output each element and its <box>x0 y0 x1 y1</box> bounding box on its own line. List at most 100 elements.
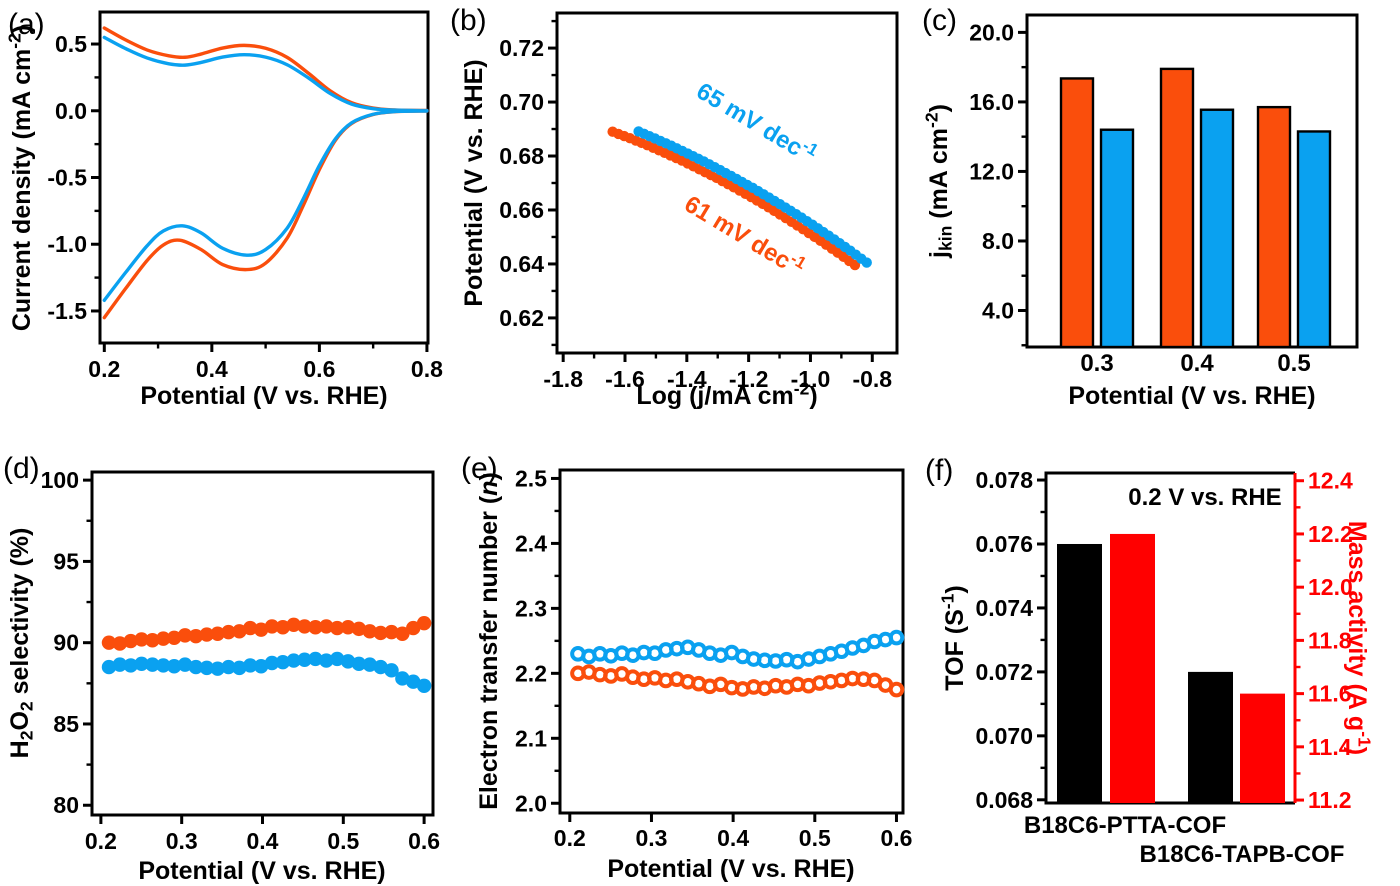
tafel-slope-annotation: 65 mV dec-1 <box>692 75 822 170</box>
data-point <box>406 674 421 689</box>
x-tick-label: 0.2 <box>88 356 120 382</box>
data-point <box>156 631 171 646</box>
data-point <box>319 653 334 668</box>
y-tick-label: 2.0 <box>515 790 547 816</box>
data-point <box>286 653 301 668</box>
data-point <box>888 629 905 646</box>
data-point <box>384 624 399 640</box>
panel-d-letter: (d) <box>3 452 40 485</box>
series-orange-anodic <box>102 26 429 113</box>
y-tick-label: 12.0 <box>969 158 1014 184</box>
y-tick-label: 16.0 <box>969 89 1014 115</box>
y-tick-label: 4.0 <box>982 297 1014 323</box>
y-tick-label: 2.5 <box>515 465 547 491</box>
data-dot <box>849 259 861 271</box>
y-tick-label: 2.4 <box>515 530 547 556</box>
data-point <box>188 628 204 644</box>
y-tick-label: 8.0 <box>982 228 1014 254</box>
x-tick-label: 0.3 <box>166 828 198 854</box>
y-tick-label: 0.0 <box>55 98 87 124</box>
series-blue-electron-number <box>570 629 905 670</box>
data-point <box>275 654 291 670</box>
bar-TOF-B18C6-PTTA-COF <box>1057 543 1102 803</box>
data-point <box>406 620 421 636</box>
y-tick-label: 0.70 <box>499 89 544 115</box>
category-label: B18C6-TAPB-COF <box>1140 841 1345 868</box>
x-tick-label: 0.4 <box>196 356 228 382</box>
data-point <box>264 619 280 634</box>
series-blue-selectivity <box>101 651 432 693</box>
y-tick-label: 0.068 <box>975 787 1033 813</box>
category-label: B18C6-PTTA-COF <box>1024 812 1226 839</box>
data-point <box>416 615 432 631</box>
panel-c-letter: (c) <box>922 4 957 37</box>
panel-b: -1.8 -1.6 -1.4 -1.2 -1.0 -0.8 0.62 0.64 0.66 0.68… <box>460 11 899 411</box>
x-tick-label: 0.6 <box>303 356 335 382</box>
data-point <box>395 626 410 641</box>
y-tick-label: 0.074 <box>975 595 1033 621</box>
y-tick-label: 11.6 <box>1308 681 1352 707</box>
plot-frame <box>98 10 430 345</box>
y-tick-label: 11.8 <box>1308 627 1352 653</box>
data-point <box>134 632 149 647</box>
series-blue-cathodic <box>102 109 429 302</box>
y-tick-label: 11.2 <box>1308 787 1352 813</box>
data-point <box>156 658 171 673</box>
data-point <box>340 654 356 669</box>
x-tick-label: 0.5 <box>327 828 359 854</box>
data-point <box>395 671 410 686</box>
data-point <box>123 633 138 649</box>
y-tick-label: 0.5 <box>55 31 87 57</box>
data-point <box>243 658 258 673</box>
y-tick-label: -1.5 <box>47 298 87 324</box>
x-axis-label: Log (j/mA cm-2) <box>636 379 817 411</box>
tafel-slope-annotation: 61 mV dec-1 <box>680 188 810 283</box>
bar-blue-bars-0.4 <box>1199 108 1235 349</box>
panel-f: 0.068 0.070 0.072 0.074 0.076 0.078 11.2 11.4 11… <box>938 467 1375 868</box>
data-point <box>362 624 377 639</box>
y-tick-label: 85 <box>53 711 79 737</box>
series-blue-tafel <box>633 126 872 268</box>
x-axis-label: Potential (V vs. RHE) <box>607 855 854 883</box>
data-point <box>112 657 128 672</box>
y-tick-label: 2.2 <box>515 660 547 686</box>
data-point <box>297 619 312 634</box>
y-axis-label: jkin (mA cm-2) <box>922 104 956 259</box>
y-tick-label: 0.076 <box>975 531 1033 557</box>
bar-blue-bars-0.5 <box>1296 130 1332 349</box>
data-point <box>112 636 128 651</box>
data-point <box>275 620 291 635</box>
y-tick-label: 2.1 <box>515 725 547 751</box>
y-axis-label: Current density (mA cm-2) <box>5 25 37 331</box>
x-tick-label: 0.4 <box>247 828 279 854</box>
y2-axis-label-mass-activity: Mass activity (A g-1) <box>1343 521 1375 755</box>
y-tick-label: 0.078 <box>975 467 1033 493</box>
bar-Mass activity-B18C6-PTTA-COF <box>1110 533 1155 803</box>
x-tick-label: 0.5 <box>799 825 831 851</box>
data-point <box>166 630 182 646</box>
x-tick-label: -1.0 <box>791 366 831 392</box>
y-axis-label: Potential (V vs. RHE) <box>460 59 488 306</box>
data-point <box>373 625 388 641</box>
y-tick-label: 90 <box>53 630 79 656</box>
data-point <box>253 659 269 674</box>
data-point <box>329 620 345 636</box>
y-tick-label: 0.72 <box>499 35 544 61</box>
bar-blue-bars-0.3 <box>1099 128 1135 349</box>
plot-frame-black <box>1044 471 1295 805</box>
data-point <box>264 655 280 671</box>
data-point <box>308 620 323 635</box>
data-point <box>177 628 193 643</box>
data-point <box>373 659 388 675</box>
data-point <box>177 657 193 672</box>
y-tick-label: 11.4 <box>1308 734 1352 760</box>
x-tick-label: 0.4 <box>717 825 749 851</box>
y-axis-label-tof: TOF (S-1) <box>938 585 970 690</box>
x-tick-label: -1.4 <box>667 366 707 392</box>
data-point <box>416 678 432 693</box>
bar-Mass activity-B18C6-TAPB-COF <box>1240 693 1285 803</box>
x-tick-label: 0.2 <box>85 828 117 854</box>
data-point <box>101 659 117 675</box>
y-tick-label: 100 <box>41 467 79 493</box>
